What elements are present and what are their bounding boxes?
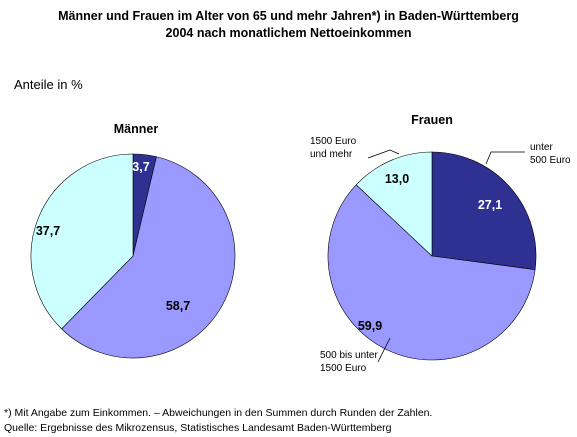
pie-value-label-mnner-2: 37,7 (36, 224, 60, 238)
footnote-line-1: *) Mit Angabe zum Einkommen. – Abweichun… (4, 407, 433, 419)
pie-slice-frauen-2 (355, 151, 433, 257)
pie-slice-frauen-1 (327, 184, 536, 361)
pie-value-label-mnner-1: 58,7 (166, 299, 190, 313)
pie-slice-mnner-1 (61, 156, 236, 359)
pie-leader-line-frauen-0 (485, 151, 525, 165)
pie-annotation-frauen-2-1: und mehr (310, 149, 353, 160)
pie-annotation-frauen-2-0: 1500 Euro (310, 136, 357, 147)
pie-annotation-frauen-0-1: 500 Euro (530, 155, 571, 166)
pie-value-label-frauen-0: 27,1 (478, 198, 502, 212)
pie-annotation-frauen-1-1: 1500 Euro (320, 363, 367, 374)
footnote-line-2: Quelle: Ergebnisse des Mikrozensus, Stat… (4, 422, 392, 434)
pie-slice-frauen-0 (431, 151, 537, 271)
pie-value-label-frauen-2: 13,0 (385, 172, 409, 186)
pie-title-frauen: Frauen (411, 113, 453, 127)
pie-title-mnner: Männer (114, 122, 159, 136)
title-line-2: 2004 nach monatlichem Nettoeinkommen (165, 26, 412, 40)
pie-value-label-mnner-0: 3,7 (132, 160, 149, 174)
pie-leader-line-frauen-2 (367, 149, 400, 159)
unit-label: Anteile in % (14, 77, 83, 92)
footnotes: *) Mit Angabe zum Einkommen. – Abweichun… (4, 406, 432, 436)
chart-title-block: Männer und Frauen im Alter von 65 und me… (0, 8, 577, 42)
pie-slice-mnner-2 (30, 153, 134, 330)
pie-annotation-frauen-1-0: 500 bis unter (320, 350, 378, 361)
pie-leader-line-frauen-1 (377, 337, 391, 363)
title-line-1: Männer und Frauen im Alter von 65 und me… (58, 9, 519, 23)
pie-annotation-frauen-0-0: unter (530, 142, 553, 153)
pie-value-label-frauen-1: 59,9 (358, 319, 382, 333)
